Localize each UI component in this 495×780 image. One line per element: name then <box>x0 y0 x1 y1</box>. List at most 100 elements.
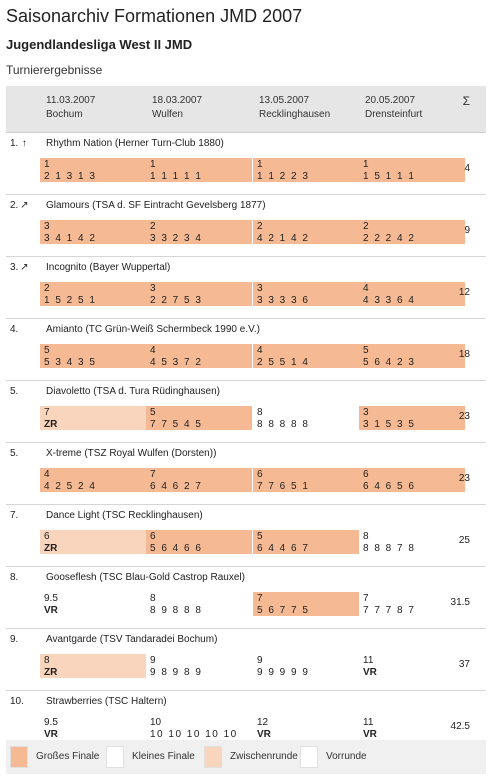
team-rank: 10. <box>10 696 24 707</box>
section-title: Turnierergebnisse <box>6 63 103 77</box>
result-cell: 12 VR <box>253 716 359 740</box>
result-cell: 9.5 VR <box>40 716 146 740</box>
team-total: 23 <box>458 411 470 422</box>
result-scores: ZR <box>44 543 58 554</box>
result-placing: 3 <box>150 283 156 294</box>
result-placing: 9.5 <box>44 717 58 728</box>
result-placing: 6 <box>150 531 156 542</box>
result-scores: VR <box>257 729 271 740</box>
legend-label: Kleines Finale <box>132 751 195 762</box>
result-scores: 6 4 6 2 7 <box>150 481 203 492</box>
table-header: 11.03.2007 Bochum 18.03.2007 Wulfen 13.0… <box>6 86 486 133</box>
result-scores: 3 1 5 3 5 <box>363 419 416 430</box>
rank-number: 7. <box>10 510 19 521</box>
result-placing: 3 <box>363 407 369 418</box>
team-total: 18 <box>458 349 470 360</box>
result-scores: 7 7 5 4 5 <box>150 419 203 430</box>
result-scores: 1 5 1 1 1 <box>363 171 416 182</box>
result-scores: 8 9 8 8 8 <box>150 605 203 616</box>
result-scores: 4 3 3 6 4 <box>363 295 416 306</box>
legend: Großes Finale Kleines Finale Zwischenrun… <box>6 740 486 774</box>
page-title: Saisonarchiv Formationen JMD 2007 <box>6 6 303 26</box>
league-title: Jugendlandesliga West II JMD <box>6 37 193 52</box>
legend-swatch <box>204 746 222 768</box>
result-cell: 10 10 10 10 10 10 <box>146 716 252 740</box>
result-scores: VR <box>44 729 58 740</box>
result-placing: 6 <box>363 469 369 480</box>
rank-number: 10. <box>10 696 24 707</box>
team-row: 8. Gooseflesh (TSC Blau-Gold Castrop Raux… <box>6 567 486 629</box>
result-scores: 5 3 4 3 5 <box>44 357 97 368</box>
result-placing: 9 <box>257 655 263 666</box>
team-name: Rhythm Nation (Herner Turn-Club 1880) <box>46 138 224 149</box>
result-placing: 7 <box>44 407 50 418</box>
team-total: 12 <box>458 287 470 298</box>
column-header-1: 11.03.2007 Bochum <box>46 94 95 122</box>
column-header-4: 20.05.2007 Drensteinfurt <box>365 94 422 122</box>
result-cell: 8 ZR <box>40 654 146 678</box>
team-row: 1. ↑ Rhythm Nation (Herner Turn-Club 1880)… <box>6 133 486 195</box>
result-placing: 11 <box>363 717 374 728</box>
team-total: 31.5 <box>450 597 470 608</box>
result-placing: 2 <box>363 221 369 232</box>
result-placing: 9.5 <box>44 593 58 604</box>
result-scores: 7 7 7 8 7 <box>363 605 416 616</box>
up-right-arrow-icon: ↗ <box>20 200 29 211</box>
team-rank: 4. <box>10 324 18 335</box>
result-scores: ZR <box>44 419 58 430</box>
legend-swatch <box>106 746 124 768</box>
legend-swatch <box>300 746 318 768</box>
legend-label: Vorrunde <box>326 751 367 762</box>
team-total: 4 <box>464 163 470 174</box>
result-scores: 5 6 4 2 3 <box>363 357 416 368</box>
result-placing: 1 <box>44 159 50 170</box>
result-scores: 3 3 3 3 6 <box>257 295 310 306</box>
legend-label: Zwischenrunde <box>230 751 298 762</box>
result-placing: 2 <box>150 221 156 232</box>
result-placing: 11 <box>363 655 374 666</box>
result-scores: 9 9 9 9 9 <box>257 667 310 678</box>
result-scores: 9 8 9 8 9 <box>150 667 203 678</box>
result-placing: 3 <box>257 283 263 294</box>
team-row: 2. ↗ Glamours (TSA d. SF Eintracht Gevelsb… <box>6 195 486 257</box>
result-placing: 7 <box>363 593 369 604</box>
up-arrow-icon: ↑ <box>21 138 27 149</box>
result-placing: 8 <box>150 593 156 604</box>
result-placing: 4 <box>150 345 156 356</box>
team-total: 25 <box>458 535 470 546</box>
result-placing: 1 <box>257 159 263 170</box>
team-row: 9. Avantgarde (TSV Tandaradei Bochum) 8 ZR 9… <box>6 629 486 691</box>
team-row: 4. Amianto (TC Grün-Weiß Schermbeck 1990 … <box>6 319 486 381</box>
rank-number: 8. <box>10 572 19 583</box>
result-placing: 4 <box>44 469 50 480</box>
rank-number: 5. <box>10 386 19 397</box>
result-scores: 1 1 2 2 3 <box>257 171 310 182</box>
result-cell: 6 ZR <box>40 530 146 554</box>
result-cell: 11 VR <box>359 716 465 740</box>
result-placing: 6 <box>257 469 263 480</box>
team-row: 3. ↗ Incognito (Bayer Wuppertal) 2 1 5 2 5 1… <box>6 257 486 319</box>
team-total: 42.5 <box>450 721 470 732</box>
team-row: 7. Dance Light (TSC Recklinghausen) 6 ZR 6 5 … <box>6 505 486 567</box>
result-scores: 5 6 4 6 6 <box>150 543 203 554</box>
result-scores: 1 5 2 5 1 <box>44 295 97 306</box>
result-scores: 2 2 7 5 3 <box>150 295 203 306</box>
result-scores: 6 4 6 5 6 <box>363 481 416 492</box>
team-name: Incognito (Bayer Wuppertal) <box>46 262 171 273</box>
legend-swatch <box>10 746 28 768</box>
result-placing: 3 <box>44 221 50 232</box>
rank-number: 5. <box>10 448 19 459</box>
team-rank: 7. <box>10 510 18 521</box>
result-placing: 2 <box>44 283 50 294</box>
